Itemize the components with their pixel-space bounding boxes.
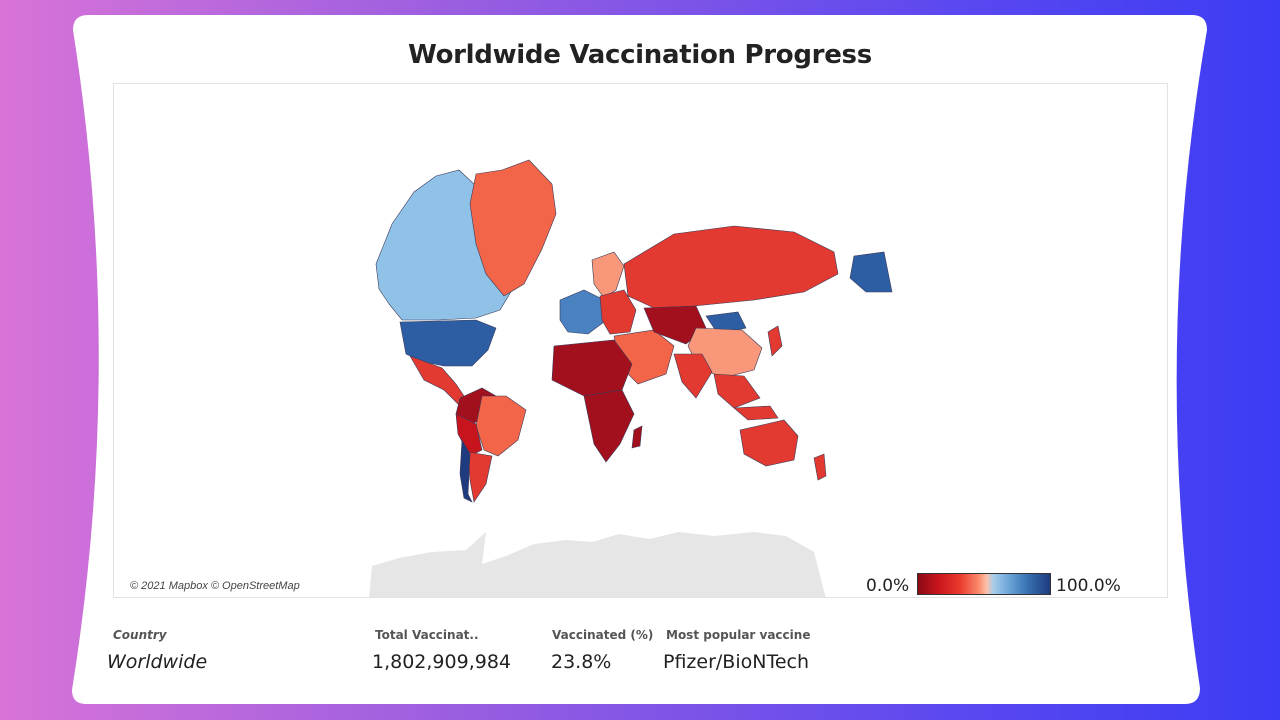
map-attribution: © 2021 Mapbox © OpenStreetMap xyxy=(130,580,300,592)
region-japan[interactable] xyxy=(767,325,783,357)
region-russia[interactable] xyxy=(623,225,839,309)
value-country: Worldwide xyxy=(107,651,208,673)
region-southeast-asia[interactable] xyxy=(713,373,761,409)
header-popular-vaccine: Most popular vaccine xyxy=(666,628,811,642)
legend-color-scale xyxy=(917,573,1051,595)
legend-min-label: 0.0% xyxy=(866,576,910,596)
region-brazil[interactable] xyxy=(475,395,527,457)
value-total-vaccinated: 1,802,909,984 xyxy=(372,651,512,673)
value-vaccinated-pct: 23.8% xyxy=(551,651,612,673)
region-far-east[interactable] xyxy=(849,251,893,293)
region-greenland[interactable] xyxy=(469,159,557,297)
region-antarctica[interactable] xyxy=(369,532,826,598)
region-north-africa[interactable] xyxy=(551,339,633,397)
region-sub-saharan-africa[interactable] xyxy=(583,389,635,463)
region-indonesia[interactable] xyxy=(733,405,779,421)
map-canvas[interactable] xyxy=(114,84,1168,598)
dashboard-title: Worldwide Vaccination Progress xyxy=(408,40,872,70)
region-scandinavia[interactable] xyxy=(591,251,625,299)
legend-max-label: 100.0% xyxy=(1056,576,1121,596)
value-popular-vaccine: Pfizer/BioNTech xyxy=(663,651,810,673)
region-argentina[interactable] xyxy=(467,451,493,503)
header-total-vaccinated: Total Vaccinat.. xyxy=(375,628,479,642)
region-madagascar[interactable] xyxy=(631,425,643,449)
region-peru-bolivia[interactable] xyxy=(455,413,483,457)
region-mongolia[interactable] xyxy=(705,311,747,335)
region-eastern-europe[interactable] xyxy=(599,289,637,335)
region-india[interactable] xyxy=(673,353,713,399)
region-chile[interactable] xyxy=(459,438,473,503)
header-country: Country xyxy=(113,628,167,642)
world-map[interactable]: © 2021 Mapbox © OpenStreetMap 0.0% 100.0… xyxy=(113,83,1168,598)
region-western-europe[interactable] xyxy=(559,289,605,335)
header-vaccinated-pct: Vaccinated (%) xyxy=(552,628,654,642)
region-australia[interactable] xyxy=(739,419,799,467)
region-new-zealand[interactable] xyxy=(813,453,827,481)
